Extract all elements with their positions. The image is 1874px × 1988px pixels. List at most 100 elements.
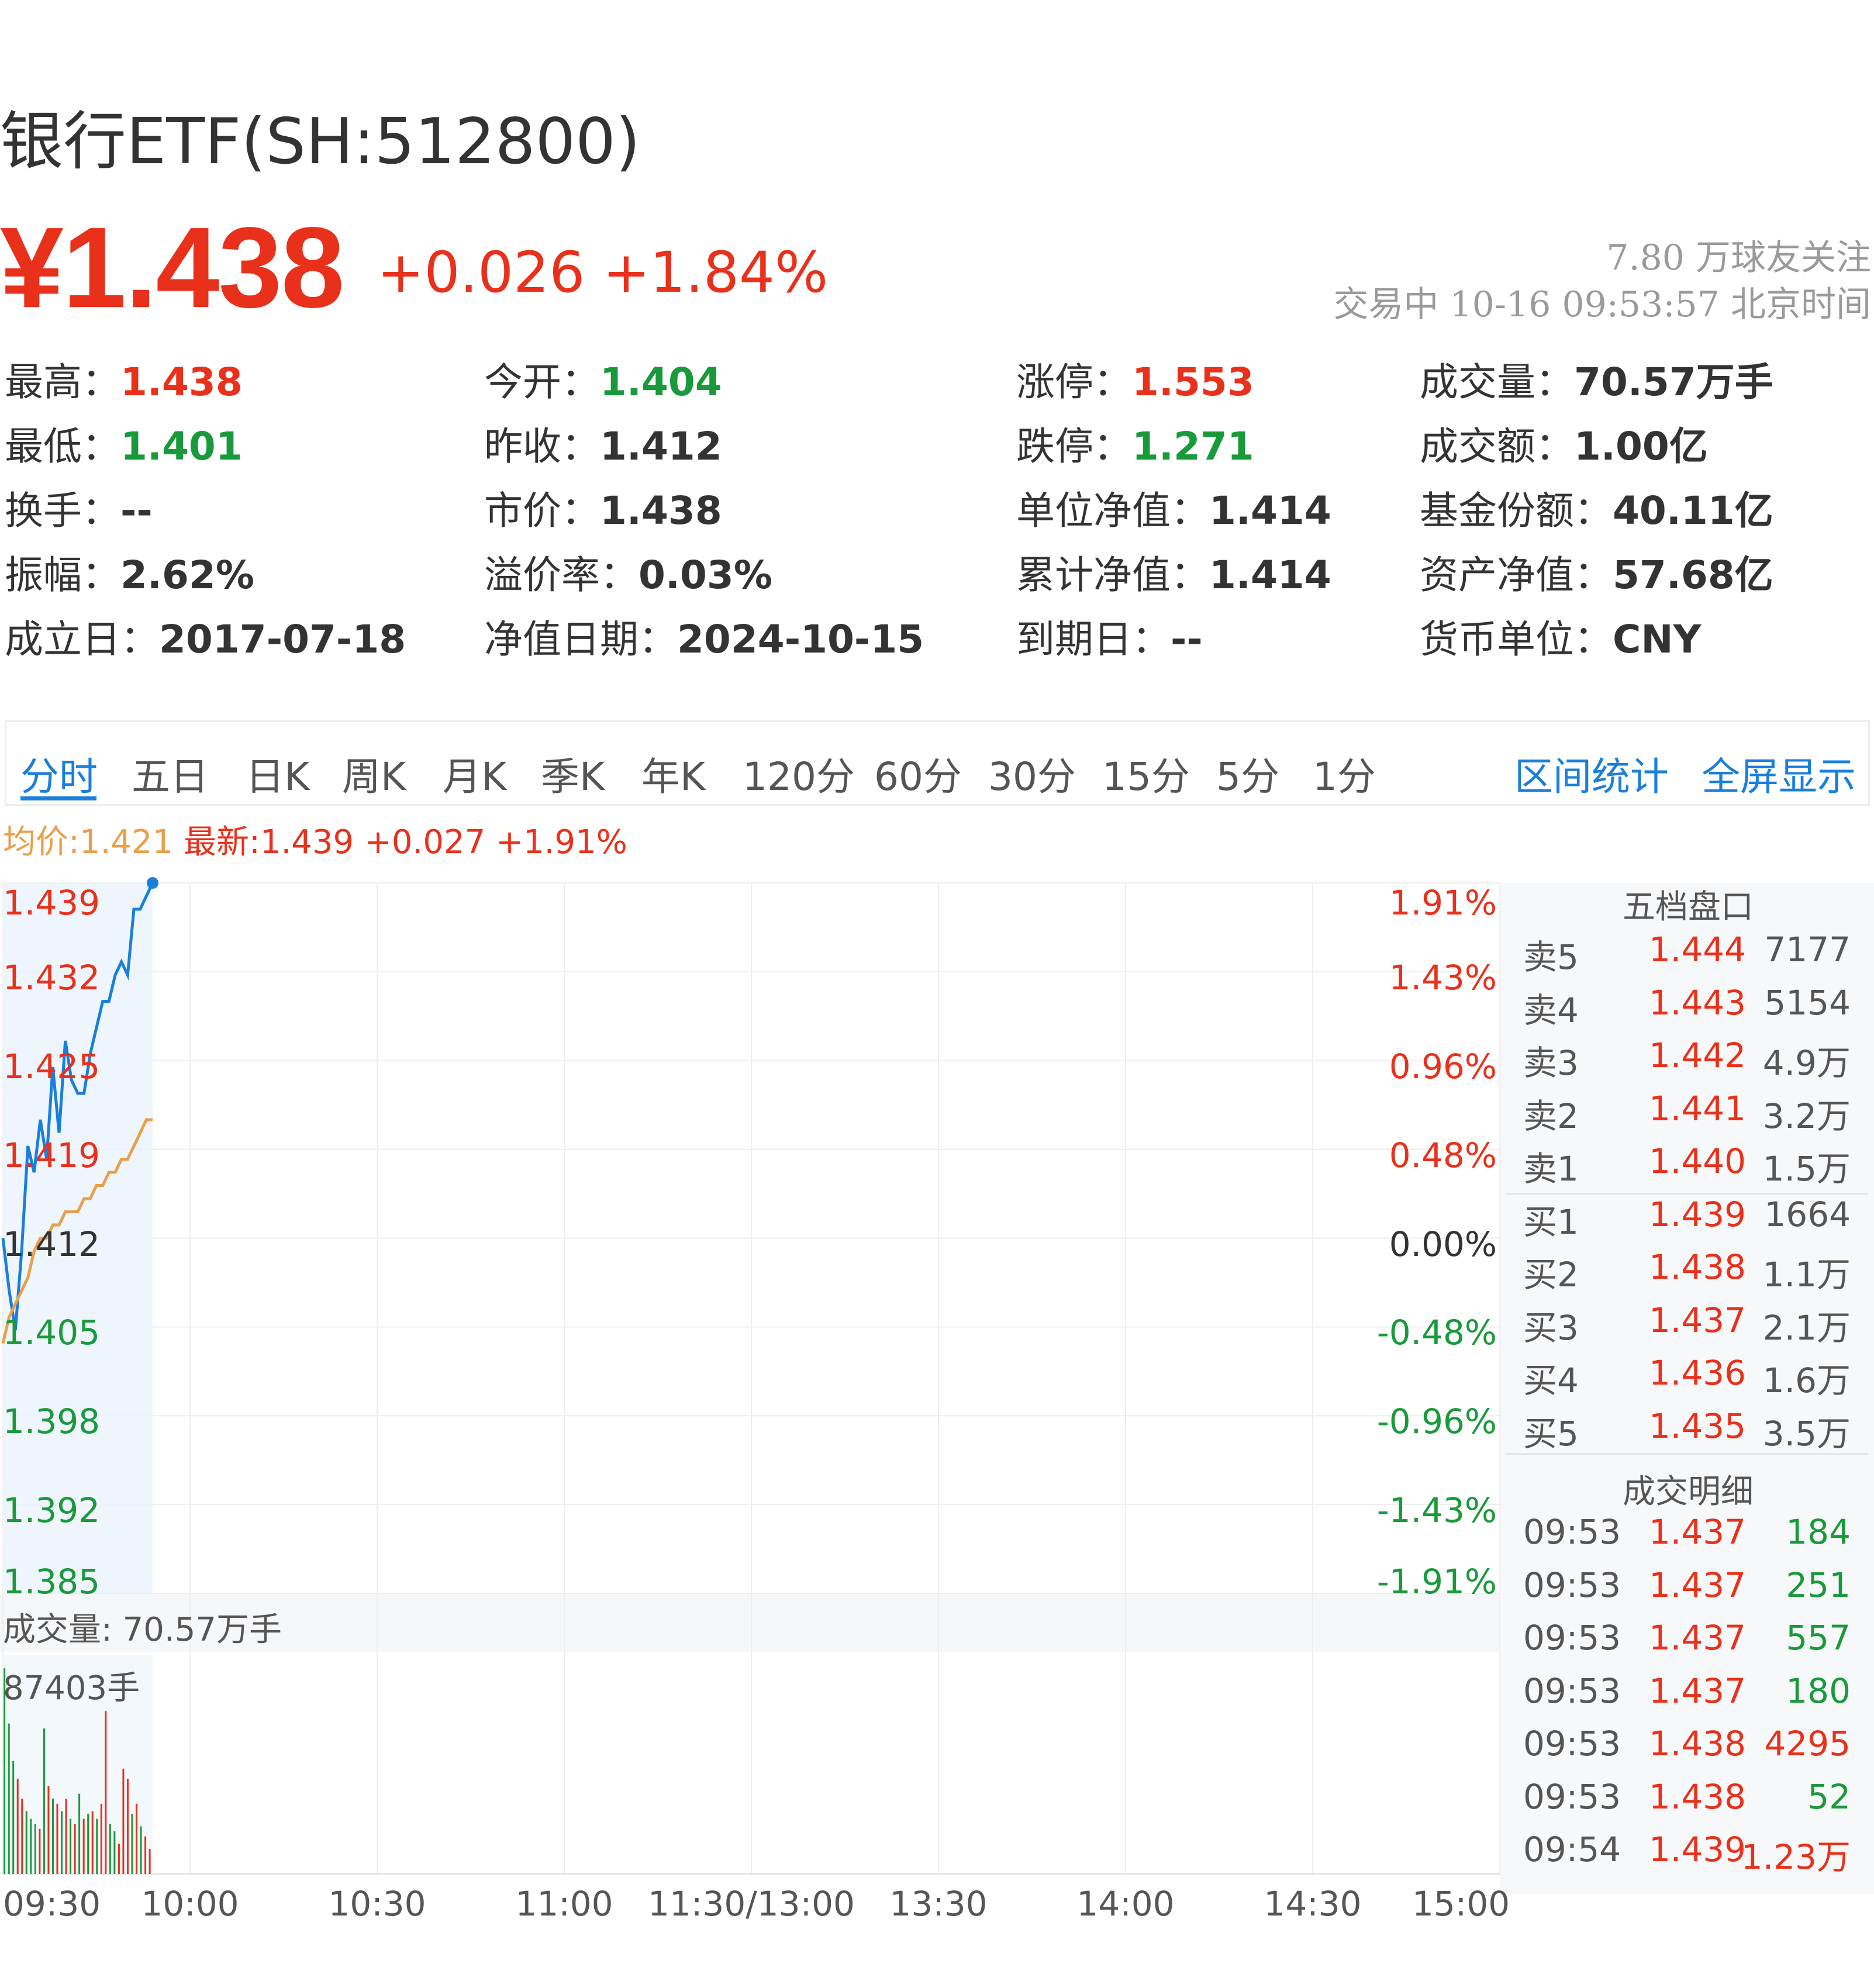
tab-11[interactable]: 5分 — [1216, 754, 1279, 799]
quote-item: 成交额：1.00亿 — [1420, 415, 1708, 471]
x-tick: 15:00 — [1412, 1884, 1510, 1924]
tab-2[interactable]: 日K — [246, 754, 310, 799]
quote-item: 昨收：1.412 — [484, 415, 722, 471]
x-tick: 10:00 — [141, 1884, 239, 1924]
volume-bar — [51, 1799, 54, 1874]
volume-bar — [87, 1814, 89, 1874]
quote-label: 振幅： — [5, 553, 120, 598]
quote-value: -- — [120, 488, 153, 533]
chart-legend: 均价:1.421 最新:1.439 +0.027 +1.91% — [3, 816, 627, 863]
trade-volume: 251 — [1786, 1565, 1851, 1605]
x-tick: 14:30 — [1264, 1884, 1362, 1924]
trade-price: 1.437 — [1649, 1618, 1747, 1658]
orderbook-volume: 4.9万 — [1762, 1043, 1851, 1083]
quote-value: 0.03% — [639, 553, 772, 598]
quote-item: 振幅：2.62% — [5, 544, 254, 600]
volume-bar — [78, 1793, 81, 1874]
volume-bar — [118, 1844, 120, 1874]
orderbook-price: 1.436 — [1649, 1353, 1747, 1393]
quote-label: 昨收： — [484, 424, 600, 469]
tab-3[interactable]: 周K — [342, 754, 406, 799]
tab-6[interactable]: 年K — [641, 754, 706, 799]
volume-bar — [56, 1803, 58, 1874]
tab-1[interactable]: 五日 — [132, 754, 209, 799]
tab-7[interactable]: 120分 — [743, 754, 855, 799]
latest-point-marker — [147, 877, 158, 889]
orderbook-volume: 1.1万 — [1762, 1255, 1851, 1295]
quote-value: 1.412 — [600, 424, 722, 469]
tab-4[interactable]: 月K — [443, 754, 507, 799]
page-title: 银行ETF(SH:512800) — [0, 105, 641, 178]
quote-label: 货币单位： — [1420, 617, 1613, 662]
volume-bar — [96, 1818, 98, 1874]
y-tick-right: 1.43% — [1389, 957, 1497, 998]
followers-count: 7.80 万球友关注 — [1606, 237, 1871, 278]
volume-bar — [21, 1799, 23, 1874]
y-tick-right: -1.43% — [1376, 1490, 1497, 1531]
orderbook-label: 买3 — [1523, 1307, 1579, 1348]
quote-item: 跌停：1.271 — [1016, 415, 1254, 471]
orderbook-label: 卖5 — [1523, 937, 1579, 977]
quote-item: 基金份额：40.11亿 — [1420, 479, 1773, 536]
quote-item: 单位净值：1.414 — [1016, 479, 1331, 536]
quote-value: -- — [1171, 617, 1203, 662]
avg-price-label: 均价:1.421 — [3, 823, 174, 861]
trade-price: 1.437 — [1649, 1671, 1747, 1711]
quote-label: 市价： — [484, 488, 600, 533]
orderbook-label: 卖4 — [1523, 990, 1579, 1030]
quote-value: 1.438 — [120, 360, 243, 405]
orderbook-label: 买1 — [1523, 1202, 1579, 1242]
volume-bar — [43, 1728, 45, 1874]
trading-status: 交易中 10-16 09:53:57 北京时间 — [1333, 284, 1871, 325]
x-tick: 13:30 — [889, 1884, 988, 1924]
quote-value: 2017-07-18 — [159, 617, 406, 662]
current-price: ¥1.438 — [0, 203, 344, 332]
quote-value: 70.57万手 — [1574, 360, 1773, 405]
trade-price: 1.437 — [1649, 1512, 1747, 1552]
tab-8[interactable]: 60分 — [874, 754, 962, 799]
orderbook-volume: 3.2万 — [1762, 1096, 1851, 1136]
quote-label: 资产净值： — [1420, 553, 1613, 598]
tab-0[interactable]: 分时 — [20, 754, 98, 799]
volume-max-label: 87403手 — [3, 1669, 140, 1707]
trade-volume: 557 — [1786, 1618, 1851, 1658]
tab-12[interactable]: 1分 — [1313, 754, 1376, 799]
quote-item: 成立日：2017-07-18 — [5, 608, 406, 664]
orderbook-volume: 5154 — [1764, 982, 1851, 1023]
range-stats-link[interactable]: 区间统计 — [1514, 754, 1669, 799]
trade-time: 09:53 — [1523, 1512, 1621, 1552]
orderbook-price: 1.438 — [1649, 1247, 1747, 1287]
quote-label: 溢价率： — [484, 553, 639, 598]
trade-price: 1.437 — [1649, 1565, 1747, 1605]
orderbook-price: 1.435 — [1649, 1406, 1747, 1446]
quote-value: 1.404 — [600, 360, 722, 405]
x-tick: 10:30 — [328, 1884, 426, 1924]
orderbook-divider — [1506, 1193, 1868, 1195]
y-tick-left: 1.385 — [3, 1562, 101, 1602]
quote-label: 成立日： — [5, 617, 159, 662]
fullscreen-link[interactable]: 全屏显示 — [1702, 754, 1856, 799]
tab-10[interactable]: 15分 — [1102, 754, 1190, 799]
y-tick-right: -0.48% — [1376, 1313, 1497, 1353]
orderbook-volume: 1.6万 — [1762, 1361, 1851, 1400]
quote-label: 最高： — [5, 360, 120, 405]
intraday-chart[interactable] — [0, 865, 1874, 1894]
quote-value: 57.68亿 — [1613, 553, 1773, 598]
tab-9[interactable]: 30分 — [988, 754, 1076, 799]
quote-value: 2.62% — [120, 553, 254, 598]
quote-value: 1.414 — [1209, 553, 1331, 598]
tab-5[interactable]: 季K — [541, 754, 605, 799]
trade-volume: 180 — [1786, 1671, 1851, 1711]
volume-bar — [140, 1826, 142, 1874]
y-tick-left: 1.425 — [3, 1046, 101, 1086]
y-tick-left: 1.392 — [3, 1490, 101, 1531]
trade-time: 09:54 — [1523, 1830, 1621, 1869]
orderbook-label: 买2 — [1523, 1255, 1579, 1295]
volume-bar — [4, 1668, 6, 1874]
volume-bar — [47, 1786, 50, 1874]
quote-value: 1.553 — [1132, 360, 1254, 405]
volume-bar — [74, 1824, 76, 1874]
orderbook-label: 卖1 — [1523, 1149, 1579, 1189]
trade-time: 09:53 — [1523, 1776, 1621, 1817]
quote-label: 涨停： — [1016, 360, 1132, 405]
